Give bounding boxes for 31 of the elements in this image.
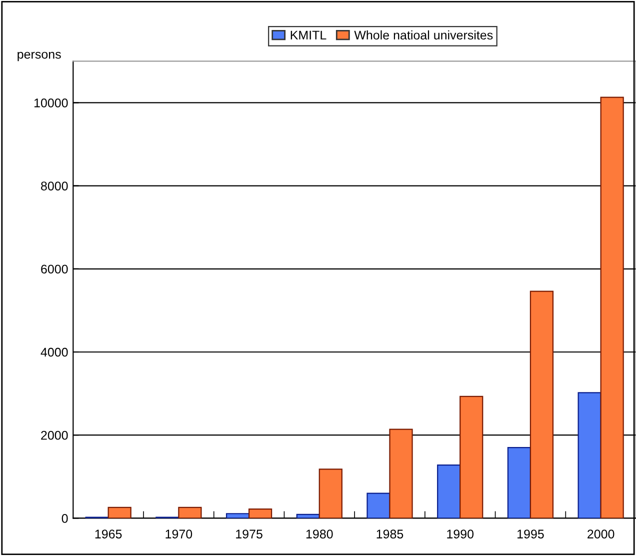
y-tick-label: 4000	[40, 348, 68, 357]
x-tick-label: 1990	[447, 530, 474, 538]
y-axis-title: persons	[18, 52, 61, 62]
bar	[248, 508, 272, 518]
bar	[600, 96, 624, 518]
bar	[389, 428, 413, 518]
legend-label: KMITL	[290, 30, 326, 40]
bar	[226, 513, 250, 518]
y-tick-label: 6000	[41, 264, 68, 274]
legend-label: Whole natioal universites	[354, 30, 493, 40]
y-tick-label: 10000	[34, 98, 68, 108]
bar	[296, 514, 320, 518]
bar	[530, 290, 554, 518]
y-tick-label: 0	[62, 514, 68, 523]
bar	[318, 468, 342, 518]
y-tick-label: 8000	[41, 182, 68, 190]
x-tick-label: 2000	[588, 530, 614, 538]
x-tick-label: 1980	[306, 530, 333, 538]
bar	[108, 506, 132, 518]
bar	[366, 492, 390, 518]
x-tick-label: 1965	[95, 530, 122, 538]
x-tick-label: 1995	[518, 530, 544, 538]
bar	[178, 506, 202, 518]
bar	[437, 464, 461, 518]
bar	[578, 392, 602, 518]
bar	[460, 396, 484, 518]
y-tick-label: 2000	[41, 430, 68, 440]
x-tick-label: 1985	[376, 530, 404, 538]
x-tick-label: 1970	[166, 530, 192, 538]
bar	[507, 447, 532, 518]
x-tick-label: 1975	[236, 530, 262, 538]
